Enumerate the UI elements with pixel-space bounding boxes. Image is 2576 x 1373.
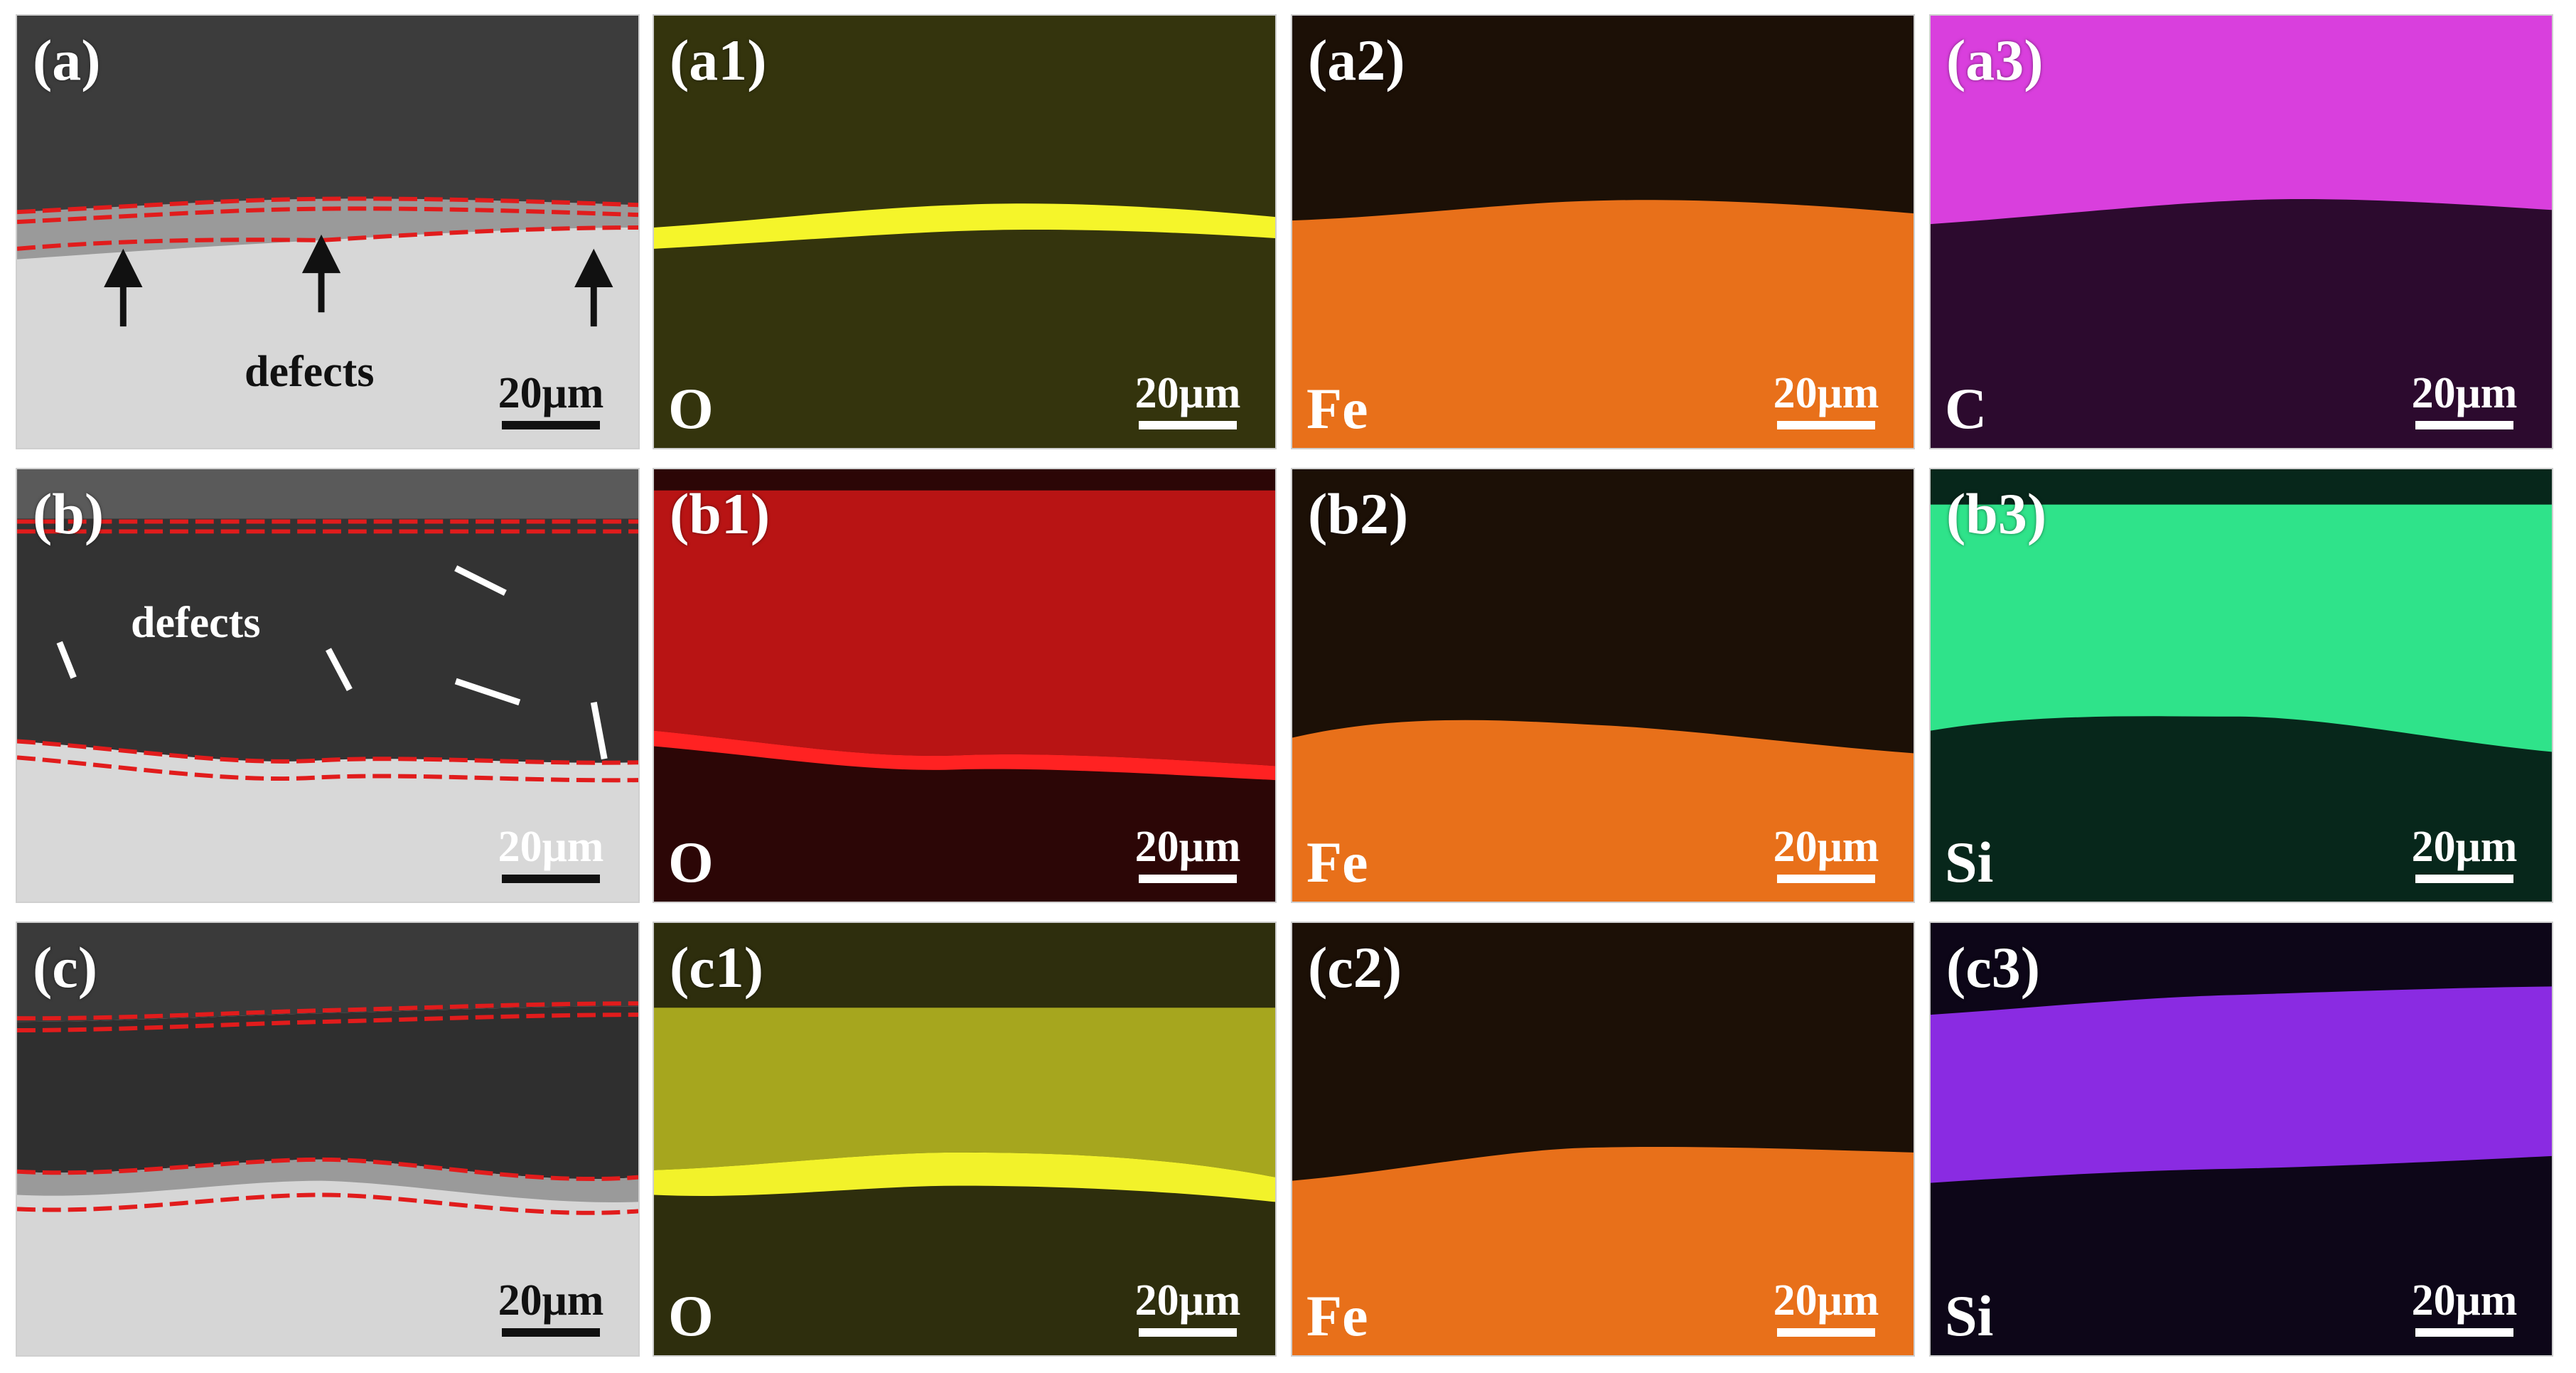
map-image-c3	[1931, 923, 2552, 1355]
scale-bar-label: 20μm	[2411, 1276, 2518, 1325]
scale-bar-line	[1139, 1328, 1237, 1337]
scale-bar: 20μm	[2397, 371, 2532, 429]
scale-bar: 20μm	[1759, 1278, 1894, 1337]
scale-bar-label: 20μm	[2411, 369, 2518, 417]
scale-bar-line	[502, 1328, 600, 1337]
scale-bar: 20μm	[2397, 825, 2532, 883]
element-label: Fe	[1306, 830, 1368, 894]
sem-image-c	[17, 923, 638, 1355]
panel-label: (c1)	[670, 935, 764, 1000]
defect-arrows	[56, 565, 608, 760]
panel-c1-map: (c1) O 20μm	[653, 921, 1277, 1357]
scale-bar-line	[1777, 421, 1875, 429]
scale-bar: 20μm	[483, 371, 618, 429]
scale-bar-label: 20μm	[1773, 1276, 1879, 1325]
scale-bar-line	[1777, 875, 1875, 883]
panel-label: (a1)	[670, 28, 767, 92]
scale-bar: 20μm	[1120, 1278, 1255, 1337]
panel-label: (c3)	[1946, 935, 2041, 1000]
panel-label: (a2)	[1308, 28, 1405, 92]
panel-a-sem: (a) defects 20μm	[16, 14, 640, 449]
scale-bar: 20μm	[1759, 825, 1894, 883]
scale-bar-label: 20μm	[1773, 823, 1879, 871]
panel-b2-map: (b2) Fe 20μm	[1291, 468, 1915, 903]
panel-b1-map: (b1) O 20μm	[653, 468, 1277, 903]
panel-a2-map: (a2) Fe 20μm	[1291, 14, 1915, 449]
scale-bar-label: 20μm	[2411, 823, 2518, 871]
map-image-b3	[1931, 469, 2552, 902]
scale-bar-line	[2415, 875, 2513, 883]
element-label: O	[668, 376, 714, 441]
panel-c2-map: (c2) Fe 20μm	[1291, 921, 1915, 1357]
panel-b-sem: (b) defects 20μm	[16, 468, 640, 903]
scale-bar-line	[1139, 421, 1237, 429]
scale-bar: 20μm	[2397, 1278, 2532, 1337]
scale-bar-label: 20μm	[498, 823, 604, 871]
scale-bar-line	[2415, 1328, 2513, 1337]
scale-bar-label: 20μm	[498, 1276, 604, 1325]
scale-bar-label: 20μm	[1773, 369, 1879, 417]
defects-annotation: defects	[131, 599, 261, 647]
scale-bar-label: 20μm	[498, 369, 604, 417]
scale-bar: 20μm	[483, 1278, 618, 1337]
scale-bar: 20μm	[483, 825, 618, 883]
element-label: C	[1945, 376, 1987, 441]
scale-bar-line	[502, 421, 600, 429]
scale-bar: 20μm	[1120, 825, 1255, 883]
element-label: O	[668, 1283, 714, 1348]
map-image-b2	[1292, 469, 1914, 902]
panel-label: (b1)	[670, 481, 771, 546]
scale-bar-line	[1139, 875, 1237, 883]
element-label: O	[668, 830, 714, 894]
panel-label: (b2)	[1308, 481, 1409, 546]
scale-bar-line	[2415, 421, 2513, 429]
panel-label: (c2)	[1308, 935, 1402, 1000]
panel-label: (b3)	[1946, 481, 2047, 546]
scale-bar-line	[1777, 1328, 1875, 1337]
panel-label: (a)	[33, 28, 101, 92]
element-label: Si	[1945, 830, 1994, 894]
panel-label: (b)	[33, 481, 104, 546]
map-image-b1	[654, 469, 1275, 902]
element-label: Fe	[1306, 1283, 1368, 1348]
map-image-c1	[654, 923, 1275, 1355]
scale-bar: 20μm	[1759, 371, 1894, 429]
scale-bar-line	[502, 875, 600, 883]
defect-arrows	[104, 234, 613, 327]
panel-c-sem: (c) 20μm	[16, 921, 640, 1357]
map-image-a3	[1931, 16, 2552, 448]
scale-bar-label: 20μm	[1134, 1276, 1241, 1325]
scale-bar-label: 20μm	[1134, 369, 1241, 417]
element-label: Si	[1945, 1283, 1994, 1348]
defects-annotation: defects	[245, 348, 375, 396]
panel-label: (c)	[33, 935, 98, 1000]
sem-image-b	[17, 469, 638, 902]
sem-image-a	[17, 16, 638, 448]
panel-a3-map: (a3) C 20μm	[1929, 14, 2553, 449]
scale-bar: 20μm	[1120, 371, 1255, 429]
panel-b3-map: (b3) Si 20μm	[1929, 468, 2553, 903]
map-image-c2	[1292, 923, 1914, 1355]
panel-a1-map: (a1) O 20μm	[653, 14, 1277, 449]
map-image-a2	[1292, 16, 1914, 448]
panel-label: (a3)	[1946, 28, 2044, 92]
scale-bar-label: 20μm	[1134, 823, 1241, 871]
element-label: Fe	[1306, 376, 1368, 441]
map-image-a1	[654, 16, 1275, 448]
panel-c3-map: (c3) Si 20μm	[1929, 921, 2553, 1357]
